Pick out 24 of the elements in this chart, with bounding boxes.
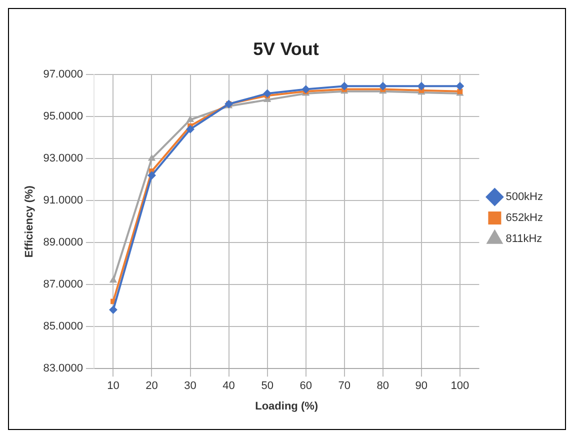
y-tick-label: 83.0000 bbox=[43, 362, 83, 375]
y-tick-label: 93.0000 bbox=[43, 152, 83, 165]
x-tick-label: 10 bbox=[107, 380, 120, 392]
x-tick-label: 90 bbox=[415, 380, 428, 392]
y-tick-label: 87.0000 bbox=[43, 278, 83, 291]
x-tick-label: 20 bbox=[146, 380, 158, 392]
x-tick-label: 60 bbox=[300, 380, 312, 392]
y-tick-label: 89.0000 bbox=[43, 236, 83, 249]
legend-label: 811kHz bbox=[506, 233, 542, 246]
y-tick-label: 85.0000 bbox=[43, 320, 83, 333]
x-tick-label: 100 bbox=[450, 380, 470, 392]
y-tick-label: 91.0000 bbox=[43, 194, 83, 207]
x-axis-title: Loading (%) bbox=[255, 400, 318, 412]
chart-title: 5V Vout bbox=[253, 38, 319, 59]
y-tick-label: 95.0000 bbox=[43, 110, 83, 123]
x-tick-label: 50 bbox=[261, 380, 274, 392]
y-axis-title: Efficiency (%) bbox=[24, 185, 36, 258]
x-tick-label: 30 bbox=[184, 380, 196, 392]
legend-label: 500kHz bbox=[506, 191, 543, 204]
x-tick-label: 40 bbox=[222, 380, 235, 392]
legend-label: 652kHz bbox=[506, 212, 543, 224]
x-tick-label: 80 bbox=[376, 380, 390, 392]
x-tick-label: 70 bbox=[338, 380, 350, 392]
y-tick-label: 97.0000 bbox=[43, 68, 83, 81]
